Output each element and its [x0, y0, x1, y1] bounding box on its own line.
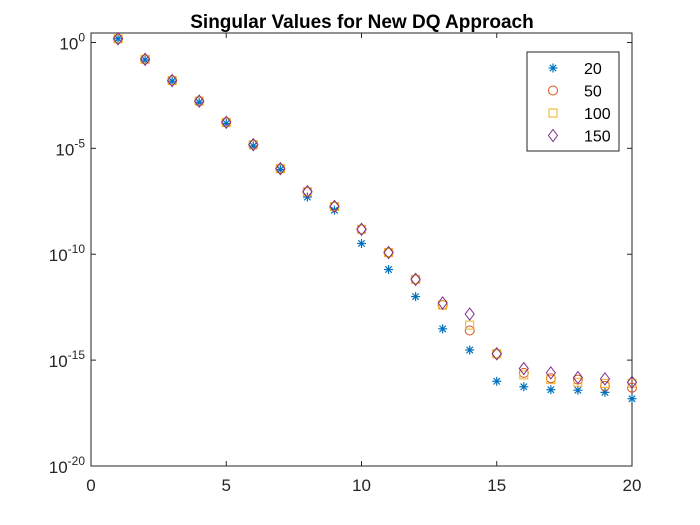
data-point: [221, 115, 232, 130]
data-point: [519, 370, 529, 380]
legend-marker: [548, 108, 558, 118]
data-point: [384, 265, 394, 275]
data-point: [518, 361, 529, 376]
y-tick-label: 10-20: [49, 454, 86, 477]
x-tick-label: 0: [86, 476, 95, 495]
legend-label: 20: [584, 61, 602, 78]
y-tick-label: 10-15: [49, 348, 86, 371]
data-point: [438, 324, 448, 334]
data-point: [492, 376, 502, 386]
data-point: [437, 296, 448, 310]
data-point: [546, 385, 556, 395]
axis-ticks: 0 5 10 15 20 100 10-5 10-10 10-15 10-20: [49, 30, 642, 495]
data-point: [383, 245, 394, 260]
data-point: [491, 346, 502, 361]
legend: 20 50 100 150: [526, 51, 620, 152]
legend-entry: 20: [548, 61, 602, 78]
data-point: [275, 161, 286, 176]
data-point: [546, 375, 556, 385]
legend-marker: [548, 63, 558, 73]
data-point: [465, 320, 475, 330]
x-tick-label: 5: [222, 476, 231, 495]
legend-label: 50: [584, 84, 602, 101]
data-point: [410, 272, 421, 287]
legend-label: 100: [584, 106, 611, 123]
x-tick-label: 10: [352, 476, 371, 495]
data-point: [329, 199, 340, 214]
data-point: [356, 222, 367, 237]
data-point: [113, 34, 123, 44]
chart-title: Singular Values for New DQ Approach: [190, 12, 533, 33]
data-markers: [112, 31, 638, 404]
legend-box: [526, 51, 620, 152]
data-point: [599, 372, 611, 386]
data-point: [572, 370, 584, 385]
legend-entry: 150: [547, 128, 611, 146]
data-point: [139, 52, 151, 67]
series-150: [112, 31, 638, 390]
data-point: [465, 345, 475, 355]
y-tick-label: 10-5: [55, 136, 85, 159]
data-point: [411, 292, 421, 302]
data-point: [194, 94, 205, 108]
legend-marker: [548, 85, 558, 96]
data-point: [573, 377, 583, 387]
legend-entry: 50: [548, 84, 602, 101]
data-point: [167, 73, 178, 88]
data-point: [302, 184, 313, 199]
x-tick-label: 20: [623, 476, 642, 495]
data-point: [573, 385, 583, 395]
data-point: [357, 239, 366, 249]
x-tick-label: 15: [487, 476, 506, 495]
data-point: [600, 378, 610, 388]
data-point: [112, 31, 124, 46]
y-tick-label: 10-10: [49, 242, 86, 265]
data-point: [545, 366, 556, 380]
data-point: [464, 325, 475, 336]
data-point: [519, 382, 529, 392]
legend-marker: [547, 128, 559, 143]
data-point: [626, 375, 638, 390]
data-point: [627, 394, 637, 404]
legend-label: 150: [584, 129, 611, 146]
data-point: [248, 137, 259, 152]
data-point: [464, 307, 475, 321]
y-tick-label: 100: [59, 30, 85, 53]
legend-entry: 100: [548, 106, 611, 123]
series-20: [113, 34, 637, 404]
